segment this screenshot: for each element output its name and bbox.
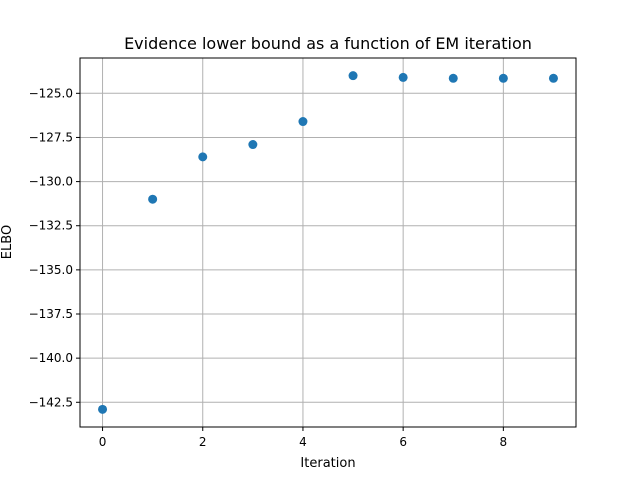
data-point	[248, 140, 258, 150]
data-point	[548, 73, 558, 83]
y-tick-label: −132.5	[29, 219, 73, 233]
x-tick-label: 2	[199, 435, 207, 449]
y-tick-label: −135.0	[29, 263, 73, 277]
data-point	[98, 404, 108, 414]
y-tick-label: −130.0	[29, 175, 73, 189]
y-tick-label: −142.5	[29, 395, 73, 409]
data-point	[348, 71, 358, 81]
x-tick-label: 8	[500, 435, 508, 449]
y-axis-label: ELBO	[0, 225, 15, 259]
data-point	[298, 117, 308, 127]
data-point	[148, 194, 158, 204]
y-tick-label: −125.0	[29, 86, 73, 100]
y-tick-label: −140.0	[29, 351, 73, 365]
axis-ticks: 0 2 4 6 8 −125.0 −127.5 −130.0 −132.5 −135.0 −137.…	[29, 86, 508, 449]
data-point	[198, 152, 208, 162]
x-axis-label: Iteration	[300, 456, 355, 471]
y-tick-label: −127.5	[29, 130, 73, 144]
data-point	[448, 73, 458, 83]
x-tick-label: 4	[299, 435, 307, 449]
chart-title: Evidence lower bound as a function of EM…	[124, 34, 532, 53]
y-tick-label: −137.5	[29, 307, 73, 321]
data-point	[498, 73, 508, 83]
axes-frame	[79, 57, 577, 428]
x-tick-label: 0	[99, 435, 107, 449]
x-tick-label: 6	[399, 435, 407, 449]
data-point	[398, 72, 408, 82]
scatter-points	[98, 71, 558, 414]
